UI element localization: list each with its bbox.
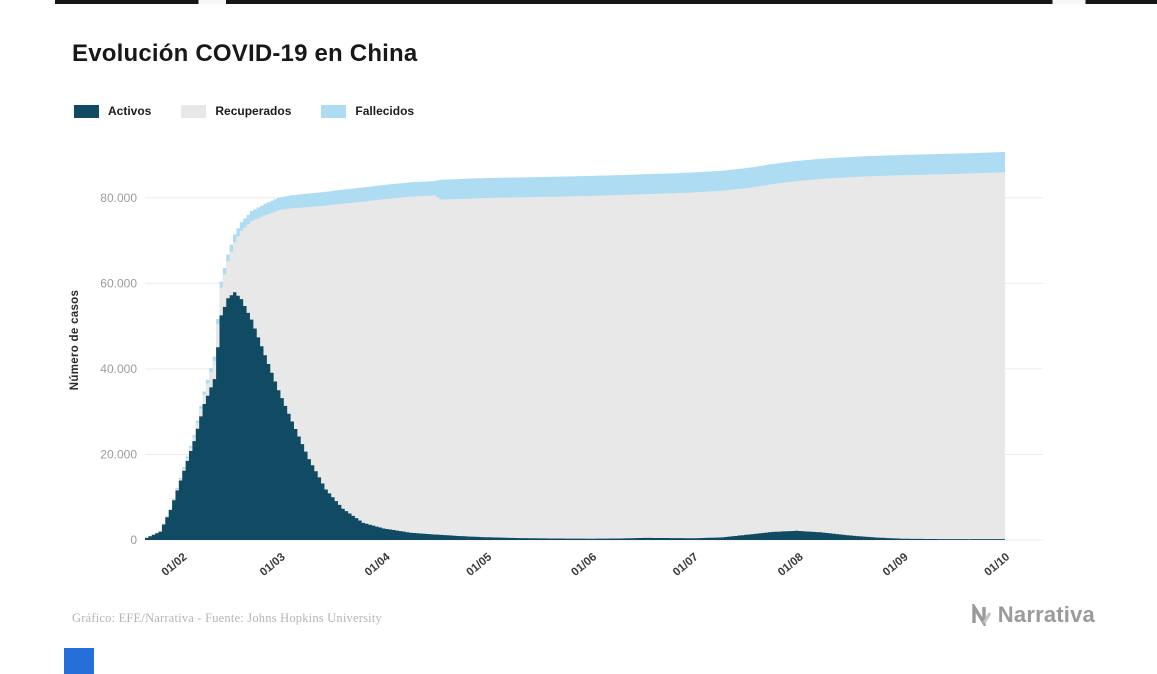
chart-stacked-areas <box>145 151 1005 541</box>
legend-swatch-recuperados <box>181 104 207 118</box>
legend-label-activos: Activos <box>108 104 152 118</box>
svg-text:40.000: 40.000 <box>100 362 137 376</box>
page-title: Evolución COVID-19 en China <box>72 40 418 67</box>
top-border <box>55 0 1157 4</box>
brand-name: Narrativa <box>997 602 1095 627</box>
svg-text:60.000: 60.000 <box>100 276 137 290</box>
svg-text:01/08: 01/08 <box>776 551 806 579</box>
bottom-left-blue-box <box>64 648 94 674</box>
svg-text:20.000: 20.000 <box>100 447 137 461</box>
svg-text:80.000: 80.000 <box>100 191 137 205</box>
legend-label-recuperados: Recuperados <box>215 104 292 118</box>
legend-label-fallecidos: Fallecidos <box>355 104 415 118</box>
chart-legend: Activos Recuperados Fallecidos <box>74 104 414 118</box>
svg-text:01/03: 01/03 <box>258 551 288 579</box>
svg-text:0: 0 <box>130 533 137 547</box>
svg-text:01/02: 01/02 <box>160 551 190 579</box>
svg-text:01/09: 01/09 <box>881 551 911 579</box>
svg-text:01/04: 01/04 <box>363 551 393 579</box>
legend-item-activos: Activos <box>74 104 151 118</box>
legend-swatch-fallecidos <box>321 104 347 118</box>
legend-swatch-activos <box>74 104 99 118</box>
narrativa-logo-icon <box>972 604 992 626</box>
brand-logo: Narrativa <box>971 602 1095 628</box>
y-axis-title: Número de casos <box>69 290 81 390</box>
svg-text:01/06: 01/06 <box>569 551 599 579</box>
svg-text:01/07: 01/07 <box>671 551 701 579</box>
svg-text:01/10: 01/10 <box>982 551 1012 579</box>
svg-text:01/05: 01/05 <box>464 551 494 579</box>
legend-item-fallecidos: Fallecidos <box>321 104 414 118</box>
footer-source: Gráfico: EFE/Narrativa - Fuente: Johns H… <box>72 611 382 625</box>
legend-item-recuperados: Recuperados <box>181 104 291 118</box>
